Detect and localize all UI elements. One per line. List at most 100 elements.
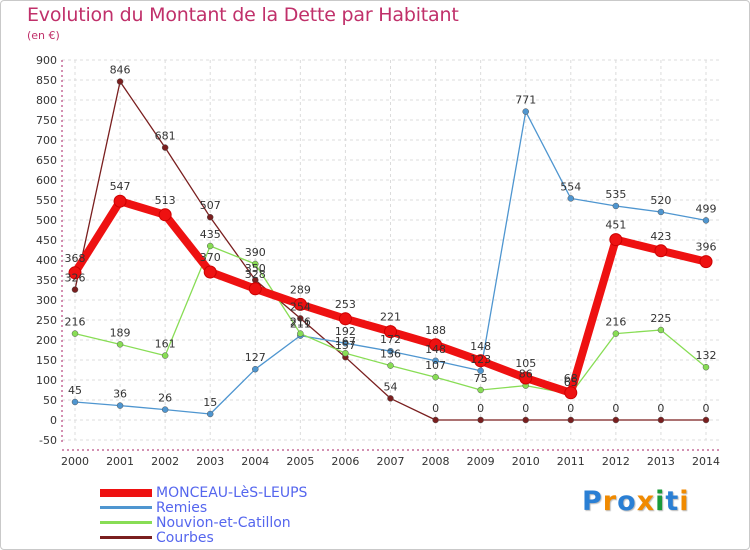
y-tick-label: 500: [36, 214, 57, 227]
data-label: 328: [245, 268, 266, 281]
data-point: [297, 330, 304, 337]
legend-label: MONCEAU-LèS-LEUPS: [156, 484, 308, 501]
data-point: [522, 108, 529, 115]
data-point: [252, 365, 259, 373]
data-label: 221: [380, 311, 401, 324]
y-tick-label: 650: [36, 154, 57, 167]
data-point: [206, 242, 214, 250]
x-tick-label: 2001: [106, 455, 134, 468]
data-label: 0: [477, 402, 484, 415]
legend-item-monceau: MONCEAU-LèS-LEUPS: [100, 484, 308, 501]
logo-letter: i: [679, 486, 690, 517]
data-point: [567, 195, 575, 202]
data-point: [657, 416, 665, 424]
data-point: [113, 194, 127, 208]
chart-subtitle: (en €): [27, 29, 60, 42]
data-label: 132: [696, 349, 717, 362]
data-point: [203, 265, 217, 279]
data-label: 423: [650, 230, 671, 243]
data-point: [654, 244, 668, 258]
data-label: 172: [380, 333, 401, 346]
chart-title: Evolution du Montant de la Dette par Hab…: [27, 4, 459, 26]
data-point: [477, 367, 484, 375]
data-label: 681: [155, 130, 176, 143]
data-point: [342, 349, 349, 357]
data-label: 45: [68, 384, 82, 397]
data-point: [699, 255, 713, 269]
x-tick-label: 2011: [557, 455, 585, 468]
legend-swatch: [100, 506, 152, 509]
legend-swatch: [100, 521, 152, 524]
x-tick-label: 2014: [692, 455, 720, 468]
data-point: [161, 144, 169, 151]
legend-swatch: [100, 536, 152, 539]
data-label: 435: [200, 228, 221, 241]
data-label: 127: [245, 351, 266, 364]
data-label: 0: [612, 402, 619, 415]
y-tick-label: 850: [36, 74, 57, 87]
data-label: 107: [425, 359, 446, 372]
data-point: [384, 325, 397, 339]
data-label: 105: [515, 357, 536, 370]
data-point: [432, 373, 439, 381]
y-tick-label: 0: [50, 414, 57, 427]
data-label: 86: [519, 368, 533, 381]
y-tick-label: 350: [36, 274, 57, 287]
y-tick-label: 250: [36, 314, 57, 327]
data-label: 136: [380, 348, 401, 361]
data-label: 451: [605, 219, 626, 232]
data-label: 771: [515, 94, 536, 107]
y-tick-label: 200: [36, 334, 57, 347]
data-label: 75: [474, 372, 488, 385]
data-point: [519, 371, 533, 385]
data-point: [702, 217, 710, 224]
x-tick-label: 2007: [377, 455, 405, 468]
logo-letter: o: [617, 486, 637, 517]
y-tick-label: 400: [36, 254, 57, 267]
data-label: 289: [290, 283, 311, 296]
y-tick-label: 450: [36, 234, 57, 247]
data-label: 846: [110, 64, 131, 77]
data-point: [161, 352, 169, 359]
data-label: 216: [65, 316, 86, 329]
data-label: 65: [564, 376, 578, 389]
x-tick-label: 2005: [286, 455, 314, 468]
data-point: [158, 208, 172, 222]
proxiti-logo: Proxiti: [582, 486, 690, 517]
logo-letter: t: [665, 486, 680, 517]
data-point: [293, 297, 307, 311]
data-point: [474, 354, 488, 368]
data-point: [116, 341, 124, 348]
data-point: [342, 339, 349, 347]
legend-label: Courbes: [156, 529, 214, 546]
legend-swatch: [100, 488, 152, 497]
x-tick-label: 2006: [331, 455, 359, 468]
data-label: 0: [657, 402, 664, 415]
data-point: [206, 213, 214, 221]
logo-letter: P: [582, 486, 603, 517]
data-point: [161, 406, 169, 413]
y-tick-label: -50: [39, 434, 57, 447]
data-point: [387, 362, 394, 369]
data-point: [477, 386, 484, 394]
data-point: [564, 386, 578, 400]
data-label: 253: [335, 298, 356, 311]
data-point: [338, 312, 352, 326]
legend-label: Remies: [156, 499, 208, 516]
data-label: 499: [696, 202, 717, 215]
logo-letter: i: [655, 486, 666, 517]
x-tick-label: 2013: [647, 455, 675, 468]
data-point: [657, 326, 665, 334]
data-label: 148: [425, 343, 446, 356]
x-tick-label: 2004: [241, 455, 269, 468]
data-label: 188: [425, 324, 446, 337]
data-label: 368: [65, 252, 86, 265]
data-label: 0: [522, 402, 529, 415]
data-label: 513: [155, 194, 176, 207]
data-point: [612, 330, 620, 337]
data-label: 326: [65, 272, 86, 285]
legend-item-remies: Remies: [100, 499, 208, 516]
y-tick-label: 550: [36, 194, 57, 207]
data-point: [522, 416, 529, 424]
data-point: [252, 260, 259, 268]
